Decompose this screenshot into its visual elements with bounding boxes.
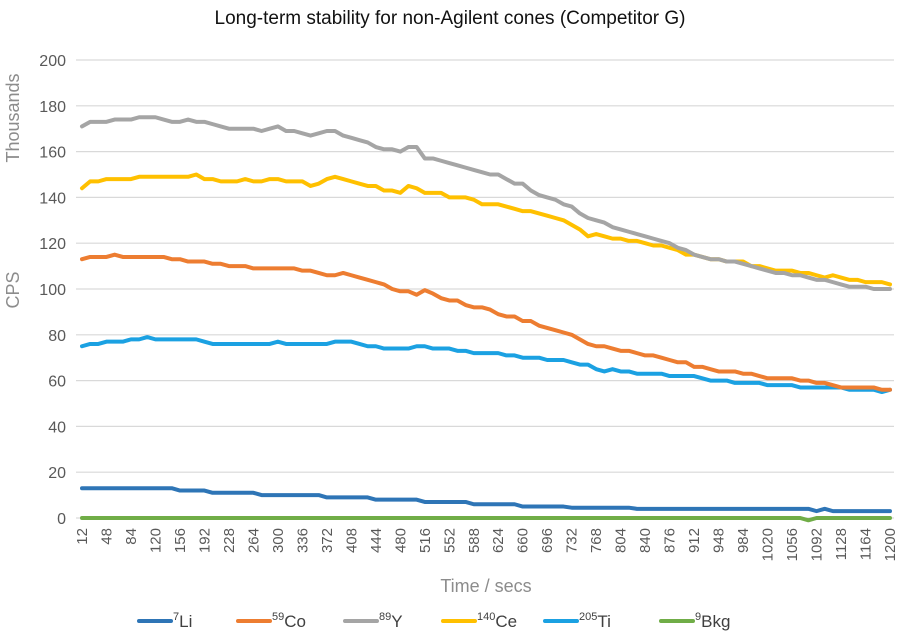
- y-tick-label: 60: [48, 374, 66, 391]
- gridlines: [76, 59, 894, 519]
- x-tick-label: 876: [662, 528, 679, 553]
- legend-item-y: 89Y: [343, 611, 403, 631]
- y-axis-label: CPS: [3, 271, 23, 308]
- chart-title: Long-term stability for non-Agilent cone…: [215, 8, 686, 29]
- x-tick-label: 408: [343, 528, 360, 553]
- x-tick-label: 588: [466, 528, 483, 553]
- x-tick-label: 192: [196, 528, 213, 553]
- legend-label: 9Bkg: [695, 611, 730, 631]
- y-tick-label: 140: [39, 190, 66, 207]
- x-tick-label: 1092: [809, 528, 826, 561]
- x-tick-label: 372: [319, 528, 336, 553]
- series-line-bkg: [80, 516, 892, 523]
- series-line-ti: [80, 335, 892, 395]
- x-tick-label: 120: [147, 528, 164, 553]
- legend-label: 59Co: [272, 611, 306, 631]
- legend-label: 140Ce: [477, 611, 517, 631]
- x-tick-label: 840: [637, 528, 654, 553]
- x-tick-label: 516: [417, 528, 434, 553]
- x-tick-label: 552: [441, 528, 458, 553]
- legend-label: 205Ti: [579, 611, 611, 631]
- series-line-y: [80, 115, 892, 291]
- x-tick-label: 660: [515, 528, 532, 553]
- y-tick-label: 200: [39, 53, 66, 70]
- series-line-co: [80, 252, 892, 392]
- x-tick-label: 984: [735, 528, 752, 553]
- x-tick-label: 696: [539, 528, 556, 553]
- y-tick-labels: 0 20 40 60 80 100 120 140 160 180 200: [39, 53, 66, 528]
- x-tick-label: 912: [686, 528, 703, 553]
- legend-item-co: 59Co: [236, 611, 306, 631]
- x-tick-label: 444: [368, 528, 385, 553]
- x-tick-label: 804: [613, 528, 630, 553]
- x-tick-label: 228: [221, 528, 238, 553]
- x-axis-label: Time / secs: [440, 576, 531, 596]
- y-tick-label: 0: [57, 511, 66, 528]
- legend-item-ce: 140Ce: [441, 611, 517, 631]
- x-tick-labels: 12 48 84 120 156 192 228 264 300 336 372 408 444 480 5…: [74, 528, 899, 561]
- series-line-li: [80, 486, 892, 514]
- legend-item-li: 7Li: [137, 611, 192, 631]
- x-tick-label: 156: [172, 528, 189, 553]
- y-units-label: Thousands: [3, 73, 23, 162]
- y-tick-label: 180: [39, 99, 66, 116]
- y-tick-label: 40: [48, 419, 66, 436]
- x-tick-label: 1056: [784, 528, 801, 561]
- x-tick-label: 1020: [760, 528, 777, 561]
- x-tick-label: 336: [294, 528, 311, 553]
- legend-item-bkg: 9Bkg: [659, 611, 730, 631]
- series-line-ce: [80, 172, 892, 287]
- x-tick-label: 732: [564, 528, 581, 553]
- series-lines: [80, 115, 892, 523]
- legend-label: 89Y: [379, 611, 403, 631]
- x-tick-label: 1128: [833, 528, 850, 560]
- x-tick-label: 12: [74, 528, 91, 545]
- x-tick-label: 1200: [882, 528, 899, 561]
- y-tick-label: 100: [39, 282, 66, 299]
- legend: 7Li 59Co 89Y 140Ce 205Ti 9Bkg: [137, 611, 730, 631]
- x-tick-label: 624: [490, 528, 507, 553]
- x-tick-label: 84: [123, 528, 140, 545]
- x-tick-label: 48: [98, 528, 115, 545]
- y-tick-label: 20: [48, 465, 66, 482]
- x-tick-label: 300: [270, 528, 287, 553]
- y-tick-label: 80: [48, 328, 66, 345]
- y-tick-label: 120: [39, 236, 66, 253]
- legend-item-ti: 205Ti: [543, 611, 611, 631]
- x-tick-label: 948: [711, 528, 728, 553]
- x-tick-label: 264: [245, 528, 262, 553]
- x-tick-label: 480: [392, 528, 409, 553]
- x-tick-label: 1164: [858, 528, 875, 560]
- x-tick-label: 768: [588, 528, 605, 553]
- legend-label: 7Li: [173, 611, 192, 631]
- y-tick-label: 160: [39, 145, 66, 162]
